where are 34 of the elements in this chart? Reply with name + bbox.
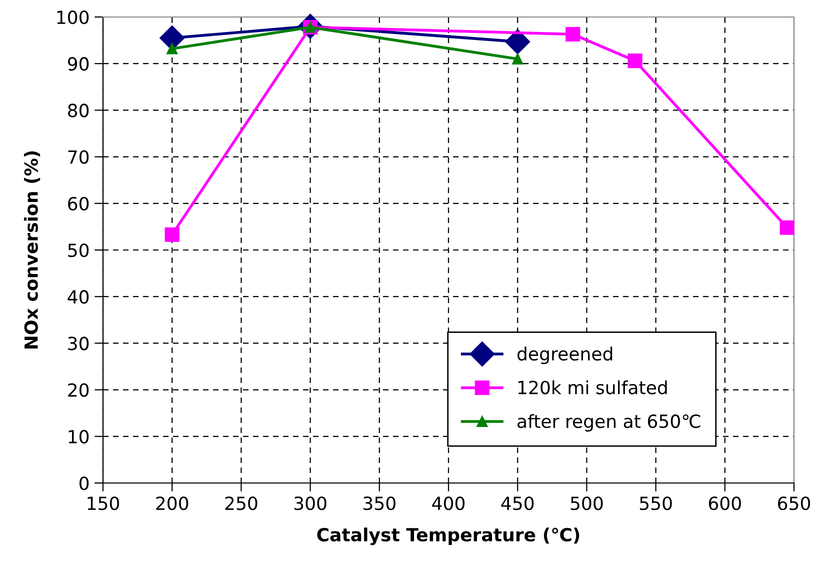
point bbox=[512, 53, 524, 64]
y-axis-title: NOx conversion (%) bbox=[24, 151, 40, 349]
x-tick-label: 350 bbox=[364, 496, 396, 510]
y-tick-label: 30 bbox=[68, 336, 89, 350]
y-tick-label: 100 bbox=[57, 10, 89, 24]
y-tick-label: 0 bbox=[80, 476, 89, 490]
x-tick-label: 650 bbox=[778, 496, 810, 510]
y-tick-label: 10 bbox=[68, 430, 89, 444]
legend-label: after regen at 650℃ bbox=[518, 414, 700, 432]
point bbox=[566, 26, 580, 42]
point bbox=[166, 43, 178, 54]
point bbox=[780, 220, 794, 235]
y-tick-label: 40 bbox=[68, 290, 89, 304]
x-tick-label: 300 bbox=[294, 496, 326, 510]
x-tick-label: 450 bbox=[501, 496, 534, 510]
point bbox=[164, 227, 180, 242]
point bbox=[505, 29, 530, 54]
y-tick-label: 70 bbox=[68, 150, 89, 164]
x-tick-label: 250 bbox=[225, 496, 258, 510]
point bbox=[628, 54, 642, 68]
x-tick-label: 600 bbox=[708, 496, 741, 510]
legend-label: 120k mi sulfated bbox=[518, 380, 667, 394]
y-tick-label: 20 bbox=[68, 383, 89, 397]
legend-label: degreened bbox=[517, 346, 612, 364]
x-tick-label: 150 bbox=[88, 496, 120, 510]
x-tick-label: 500 bbox=[570, 496, 603, 510]
x-tick-label: 200 bbox=[156, 496, 188, 510]
y-tick-label: 50 bbox=[68, 243, 89, 258]
y-tick-label: 80 bbox=[68, 104, 89, 118]
y-tick-label: 60 bbox=[68, 196, 89, 211]
x-axis-title: Catalyst Temperature (℃) bbox=[317, 528, 580, 546]
y-tick-label: 90 bbox=[68, 57, 89, 71]
x-tick-label: 400 bbox=[432, 496, 465, 510]
x-tick-label: 550 bbox=[640, 496, 672, 510]
